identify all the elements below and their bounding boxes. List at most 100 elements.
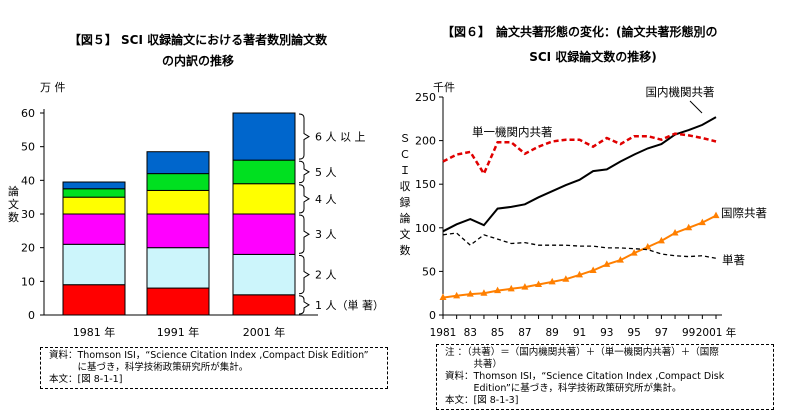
figure6-series-line xyxy=(442,214,717,299)
figure6-series-label: 単一機関内共著 xyxy=(472,125,553,139)
figure5-bar-segment xyxy=(62,213,126,245)
figure6-note-line: 注 ：（共著）＝（国内機関共著）＋（単一機関内共著）＋（国際 xyxy=(445,347,719,358)
figure6-y-axis-label: 文 xyxy=(400,227,411,241)
figure5-x-tick-label: 1981 年 xyxy=(73,325,116,339)
figure6-x-tick-label: 97 xyxy=(655,327,668,339)
figure5-bar-segment xyxy=(146,213,210,249)
figure5-bar-segment xyxy=(62,196,126,215)
figure6-series-line xyxy=(442,116,717,233)
figure6-x-tick-label: 99 xyxy=(682,327,695,339)
figure6-data-point xyxy=(589,266,597,274)
figure6-series-label: 単著 xyxy=(722,253,745,267)
figure5-legend-brace xyxy=(298,113,310,160)
figure5-legend-label: 1 人（単 著） xyxy=(315,298,384,312)
figure6-data-point xyxy=(480,289,488,296)
figure5-y-tick-label: 10 xyxy=(21,275,35,288)
figure5-legend-label: 5 人 xyxy=(315,166,337,179)
figure5-legend-label: 3 人 xyxy=(315,228,337,241)
figure5-y-tick-label: 60 xyxy=(21,107,35,120)
figure6-title: SCI 収録論文数の推移) xyxy=(529,49,657,64)
figure5-bar-segment xyxy=(146,151,210,175)
figure5-bar-segment xyxy=(232,112,296,161)
figure6-data-point xyxy=(712,211,720,219)
figure5-legend-brace xyxy=(298,295,310,315)
figure5-source-note: 資料：Thomson ISI，“Science Citation Index ,… xyxy=(40,347,388,389)
figure6-unit-label: 千件 xyxy=(433,81,455,94)
figure6-x-tick-label: 83 xyxy=(464,327,477,339)
figure6-series-line xyxy=(442,232,717,259)
figure6-data-point xyxy=(644,242,652,250)
figure6-x-tick-label: 93 xyxy=(600,327,613,339)
figure6-x-tick-label: 91 xyxy=(573,327,586,339)
figure5-unit-label: 万 件 xyxy=(40,81,66,94)
figure6-y-axis-label: Ｃ xyxy=(400,148,411,161)
figure5-y-tick-label: 50 xyxy=(21,141,35,154)
figure6-y-tick-label: 100 xyxy=(415,222,436,235)
figure5-note-line: に基づき，科学技術政策研究所が集計。 xyxy=(49,362,249,373)
figure6-data-point xyxy=(657,236,665,244)
figure6-note-line: 本文：[図 8-1-3] xyxy=(445,395,519,406)
figure5-legend-brace xyxy=(298,184,310,214)
figure6-data-point xyxy=(521,283,529,290)
figure5-bar-segment xyxy=(146,247,210,289)
figure5-bar-segment xyxy=(232,253,296,296)
figure5-x-tick-label: 2001 年 xyxy=(243,325,286,339)
figure6-data-point xyxy=(548,277,556,285)
figure5-legend-label: 4 人 xyxy=(315,193,337,206)
figure6-data-point xyxy=(671,229,679,236)
figure6-y-tick-label: 50 xyxy=(422,265,436,278)
figure6-series-label: 国内機関共著 xyxy=(646,85,715,99)
figure6-data-point xyxy=(466,290,474,297)
figure5-y-tick-label: 0 xyxy=(28,309,35,322)
figure5-bar-segment xyxy=(146,189,210,215)
figure6-y-tick-label: 250 xyxy=(415,91,436,104)
figure6-data-point xyxy=(562,275,570,282)
figure6-data-point xyxy=(453,291,461,299)
figure5-y-axis-label: 論 xyxy=(8,184,19,198)
figure6-x-tick-label: 95 xyxy=(627,327,640,339)
figure5-y-axis-label: 文 xyxy=(8,197,19,211)
figure6-x-tick-label: 1981 xyxy=(430,327,457,339)
figure6-data-point xyxy=(535,280,543,287)
figure6-data-point xyxy=(603,260,611,267)
figure6-data-point xyxy=(439,293,447,301)
figure5-y-tick-label: 20 xyxy=(21,242,35,255)
figure5-bar-segment xyxy=(232,159,296,185)
figure6-x-tick-label: 2001 年 xyxy=(696,326,737,339)
figure6-label-leader xyxy=(689,100,703,114)
figure6-x-tick-label: 85 xyxy=(491,327,504,339)
figure6-y-tick-label: 150 xyxy=(415,178,436,191)
figure6-note-line: 共著） xyxy=(445,359,503,370)
figure6-y-axis-label: 収 xyxy=(400,180,411,193)
figure6-data-point xyxy=(507,284,515,292)
figure5-bar-segment xyxy=(232,294,296,316)
figure6-y-axis-label: 録 xyxy=(400,195,411,209)
figure6-series-label: 国際共著 xyxy=(721,206,767,220)
figure5-legend-brace xyxy=(298,214,310,254)
figure5-bar-segment xyxy=(62,284,126,316)
figure5-bar-segment xyxy=(146,173,210,191)
figure5-legend-brace xyxy=(298,254,310,295)
figure6-data-point xyxy=(494,286,502,294)
figure6-y-axis-label: 数 xyxy=(400,244,411,257)
figure6-y-axis-label: 論 xyxy=(400,211,411,225)
figure6-y-axis-label: Ｉ xyxy=(400,164,411,177)
figure5-y-tick-label: 40 xyxy=(21,174,35,187)
figure5-bar-segment xyxy=(232,183,296,215)
figure5-bar-segment xyxy=(62,243,126,286)
figure6-data-point xyxy=(630,249,638,256)
figure6-y-axis-label: Ｓ xyxy=(400,132,411,145)
figure6-source-note: 注 ：（共著）＝（国内機関共著）＋（単一機関内共著）＋（国際 共著） 資料：Th… xyxy=(436,344,774,410)
figure6-data-point xyxy=(685,223,693,231)
figure5-note-line: 本文：[図 8-1-1] xyxy=(49,374,123,385)
figure5-legend-label: 2 人 xyxy=(315,269,337,282)
figure5-note-line: 資料：Thomson ISI，“Science Citation Index ,… xyxy=(49,350,369,361)
figure5-y-axis-label: 数 xyxy=(8,211,19,224)
figure6-y-tick-label: 0 xyxy=(429,309,436,322)
figure6-data-point xyxy=(698,218,706,226)
figure6-x-tick-label: 89 xyxy=(546,327,559,339)
figure6-y-tick-label: 200 xyxy=(415,135,436,148)
figure5-legend-label: 6 人 以 上 xyxy=(315,131,366,144)
figure5-title: 【図５】 SCI 収録論文における著者数別論文数 xyxy=(69,32,328,47)
